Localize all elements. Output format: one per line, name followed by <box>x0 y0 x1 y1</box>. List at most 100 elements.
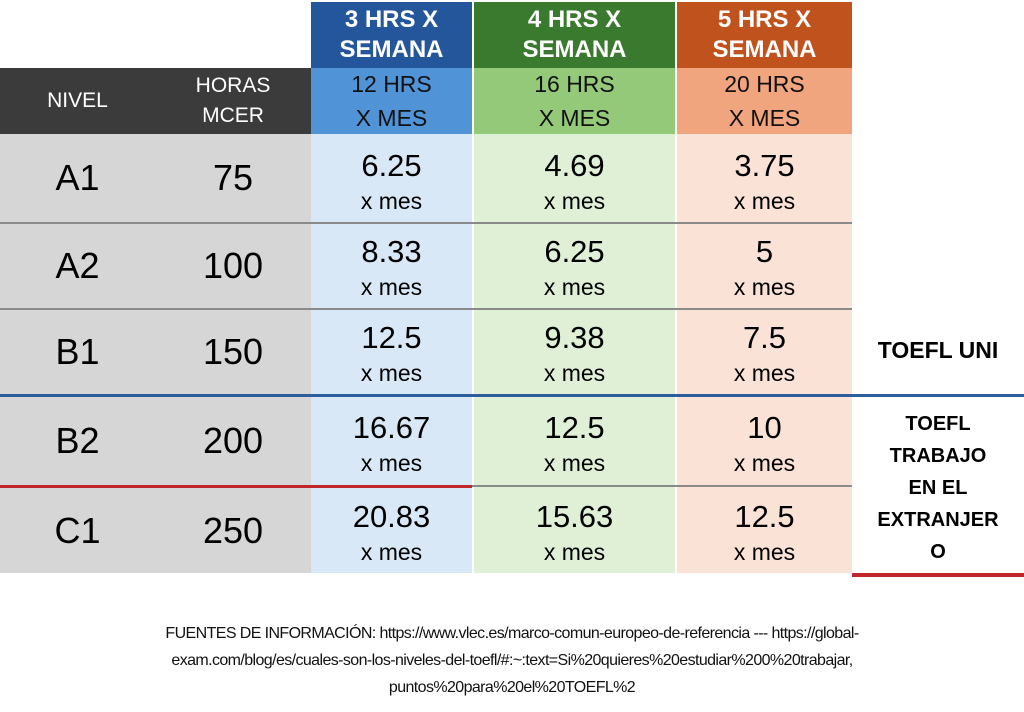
row-divider <box>472 485 852 487</box>
value-b1-3h: 12.5 <box>361 320 422 355</box>
plan-5h-subheader: 20 HRS X MES <box>677 68 852 134</box>
plan-3h-monthly-hours: 12 HRS <box>351 71 432 97</box>
sources-line2: exam.com/blog/es/cuales-son-los-niveles-… <box>171 652 853 669</box>
value-a2-4h: 6.25 <box>544 234 605 269</box>
unit-label: x mes <box>543 188 606 214</box>
level-b2: B2 <box>55 420 100 461</box>
table-row-a2-plan-4h: 6.25 x mes <box>474 226 675 308</box>
table-row-a1-plan-4h: 4.69 x mes <box>474 140 675 222</box>
table-row-a2-plan-3h: 8.33 x mes <box>311 226 472 308</box>
table-row-c1-hours: 250 <box>155 488 311 573</box>
value-b1-4h: 9.38 <box>544 320 605 355</box>
c1-threshold-line <box>0 485 472 488</box>
table-row-b2-plan-5h: 10 x mes <box>677 401 852 485</box>
table-row-a1-plan-3h: 6.25 x mes <box>311 140 472 222</box>
unit-label: x mes <box>543 360 606 386</box>
unit-label: x mes <box>360 274 423 300</box>
plan-5h-monthly-hours: 20 HRS <box>724 71 805 97</box>
level-b1: B1 <box>55 331 100 372</box>
value-a2-5h: 5 <box>755 234 774 269</box>
table-row-a2-hours: 100 <box>155 224 311 308</box>
value-a1-4h: 4.69 <box>544 148 605 183</box>
hours-c1: 250 <box>202 509 264 551</box>
plan-4h-header: 4 HRS X SEMANA <box>474 2 675 68</box>
plan-5h-monthly-unit: X MES <box>728 105 801 131</box>
plan-3h-subheader: 12 HRS X MES <box>311 68 472 134</box>
table-row-a2-plan-5h: 5 x mes <box>677 226 852 308</box>
table-row-a2-level: A2 <box>0 224 155 308</box>
hours-b1: 150 <box>202 331 264 372</box>
unit-label: x mes <box>733 539 796 565</box>
toefl-trabajo-line2: TRABAJO <box>889 444 987 467</box>
unit-label: x mes <box>733 450 796 476</box>
hours-a2: 100 <box>202 245 264 286</box>
row-divider <box>0 222 852 224</box>
value-b2-4h: 12.5 <box>544 410 605 445</box>
table-row-b1-hours: 150 <box>155 310 311 394</box>
table-row-b1-level: B1 <box>0 310 155 394</box>
table-row-b1-plan-5h: 7.5 x mes <box>677 312 852 394</box>
plan-5h-header: 5 HRS X SEMANA <box>677 2 852 68</box>
toefl-uni-label: TOEFL UNI <box>852 330 1024 370</box>
table-row-b1-plan-3h: 12.5 x mes <box>311 312 472 394</box>
level-a1: A1 <box>55 157 100 198</box>
b2-threshold-line <box>0 394 1024 397</box>
plan-4h-monthly-unit: X MES <box>538 105 611 131</box>
unit-label: x mes <box>733 274 796 300</box>
plan-4h-header-line2: SEMANA <box>522 36 627 63</box>
toefl-trabajo-label: TOEFL TRABAJO EN EL EXTRANJER O <box>852 405 1024 570</box>
value-c1-5h: 12.5 <box>734 499 795 534</box>
toefl-trabajo-line3: EN EL <box>908 476 968 499</box>
hours-b2: 200 <box>202 420 264 461</box>
plan-4h-monthly-hours: 16 HRS <box>534 71 615 97</box>
horas-label: HORAS <box>195 74 271 97</box>
plan-3h-header-line2: SEMANA <box>339 36 444 63</box>
table-row-c1-plan-4h: 15.63 x mes <box>474 491 675 573</box>
value-a1-5h: 3.75 <box>734 148 795 183</box>
toefl-trabajo-line1: TOEFL <box>905 412 971 435</box>
value-b2-3h: 16.67 <box>352 410 431 445</box>
toefl-trabajo-underline <box>852 573 1024 577</box>
value-c1-4h: 15.63 <box>535 499 614 534</box>
unit-label: x mes <box>543 450 606 476</box>
level-c1: C1 <box>54 509 101 551</box>
unit-label: x mes <box>360 188 423 214</box>
sources-footer: FUENTES DE INFORMACIÓN: https://www.vlec… <box>20 620 1004 704</box>
unit-label: x mes <box>360 360 423 386</box>
table-row-b2-level: B2 <box>0 397 155 485</box>
unit-label: x mes <box>360 539 423 565</box>
nivel-label: NIVEL <box>47 89 108 112</box>
table-row-c1-plan-5h: 12.5 x mes <box>677 491 852 573</box>
plan-4h-body-background <box>474 134 675 573</box>
toefl-trabajo-line5: O <box>930 540 946 563</box>
header-horas-mcer: HORAS MCER <box>155 68 311 134</box>
table-row-b1-plan-4h: 9.38 x mes <box>474 312 675 394</box>
table-row-a1-hours: 75 <box>155 134 311 222</box>
level-a2: A2 <box>55 245 100 286</box>
unit-label: x mes <box>360 450 423 476</box>
header-nivel: NIVEL <box>0 68 155 134</box>
toefl-uni-text: TOEFL UNI <box>877 336 999 363</box>
hours-a1: 75 <box>212 157 254 198</box>
plan-5h-header-line1: 5 HRS X <box>717 6 812 33</box>
value-a1-3h: 6.25 <box>361 148 422 183</box>
plan-3h-monthly-unit: X MES <box>355 105 428 131</box>
table-row-b2-hours: 200 <box>155 397 311 485</box>
row-divider <box>0 308 852 310</box>
value-b1-5h: 7.5 <box>742 320 787 355</box>
table-row-c1-plan-3h: 20.83 x mes <box>311 491 472 573</box>
plan-3h-header-line1: 3 HRS X <box>344 6 439 33</box>
plan-5h-header-line2: SEMANA <box>712 36 817 63</box>
unit-label: x mes <box>543 274 606 300</box>
table-row-a1-plan-5h: 3.75 x mes <box>677 140 852 222</box>
table-row-b2-plan-3h: 16.67 x mes <box>311 401 472 485</box>
table-row-c1-level: C1 <box>0 488 155 573</box>
table-row-b2-plan-4h: 12.5 x mes <box>474 401 675 485</box>
plan-4h-header-line1: 4 HRS X <box>527 6 622 33</box>
toefl-trabajo-line4: EXTRANJER <box>877 508 999 531</box>
left-body-background <box>0 134 311 573</box>
value-b2-5h: 10 <box>747 410 782 445</box>
value-a2-3h: 8.33 <box>361 234 422 269</box>
value-c1-3h: 20.83 <box>352 499 431 534</box>
plan-4h-subheader: 16 HRS X MES <box>474 68 675 134</box>
